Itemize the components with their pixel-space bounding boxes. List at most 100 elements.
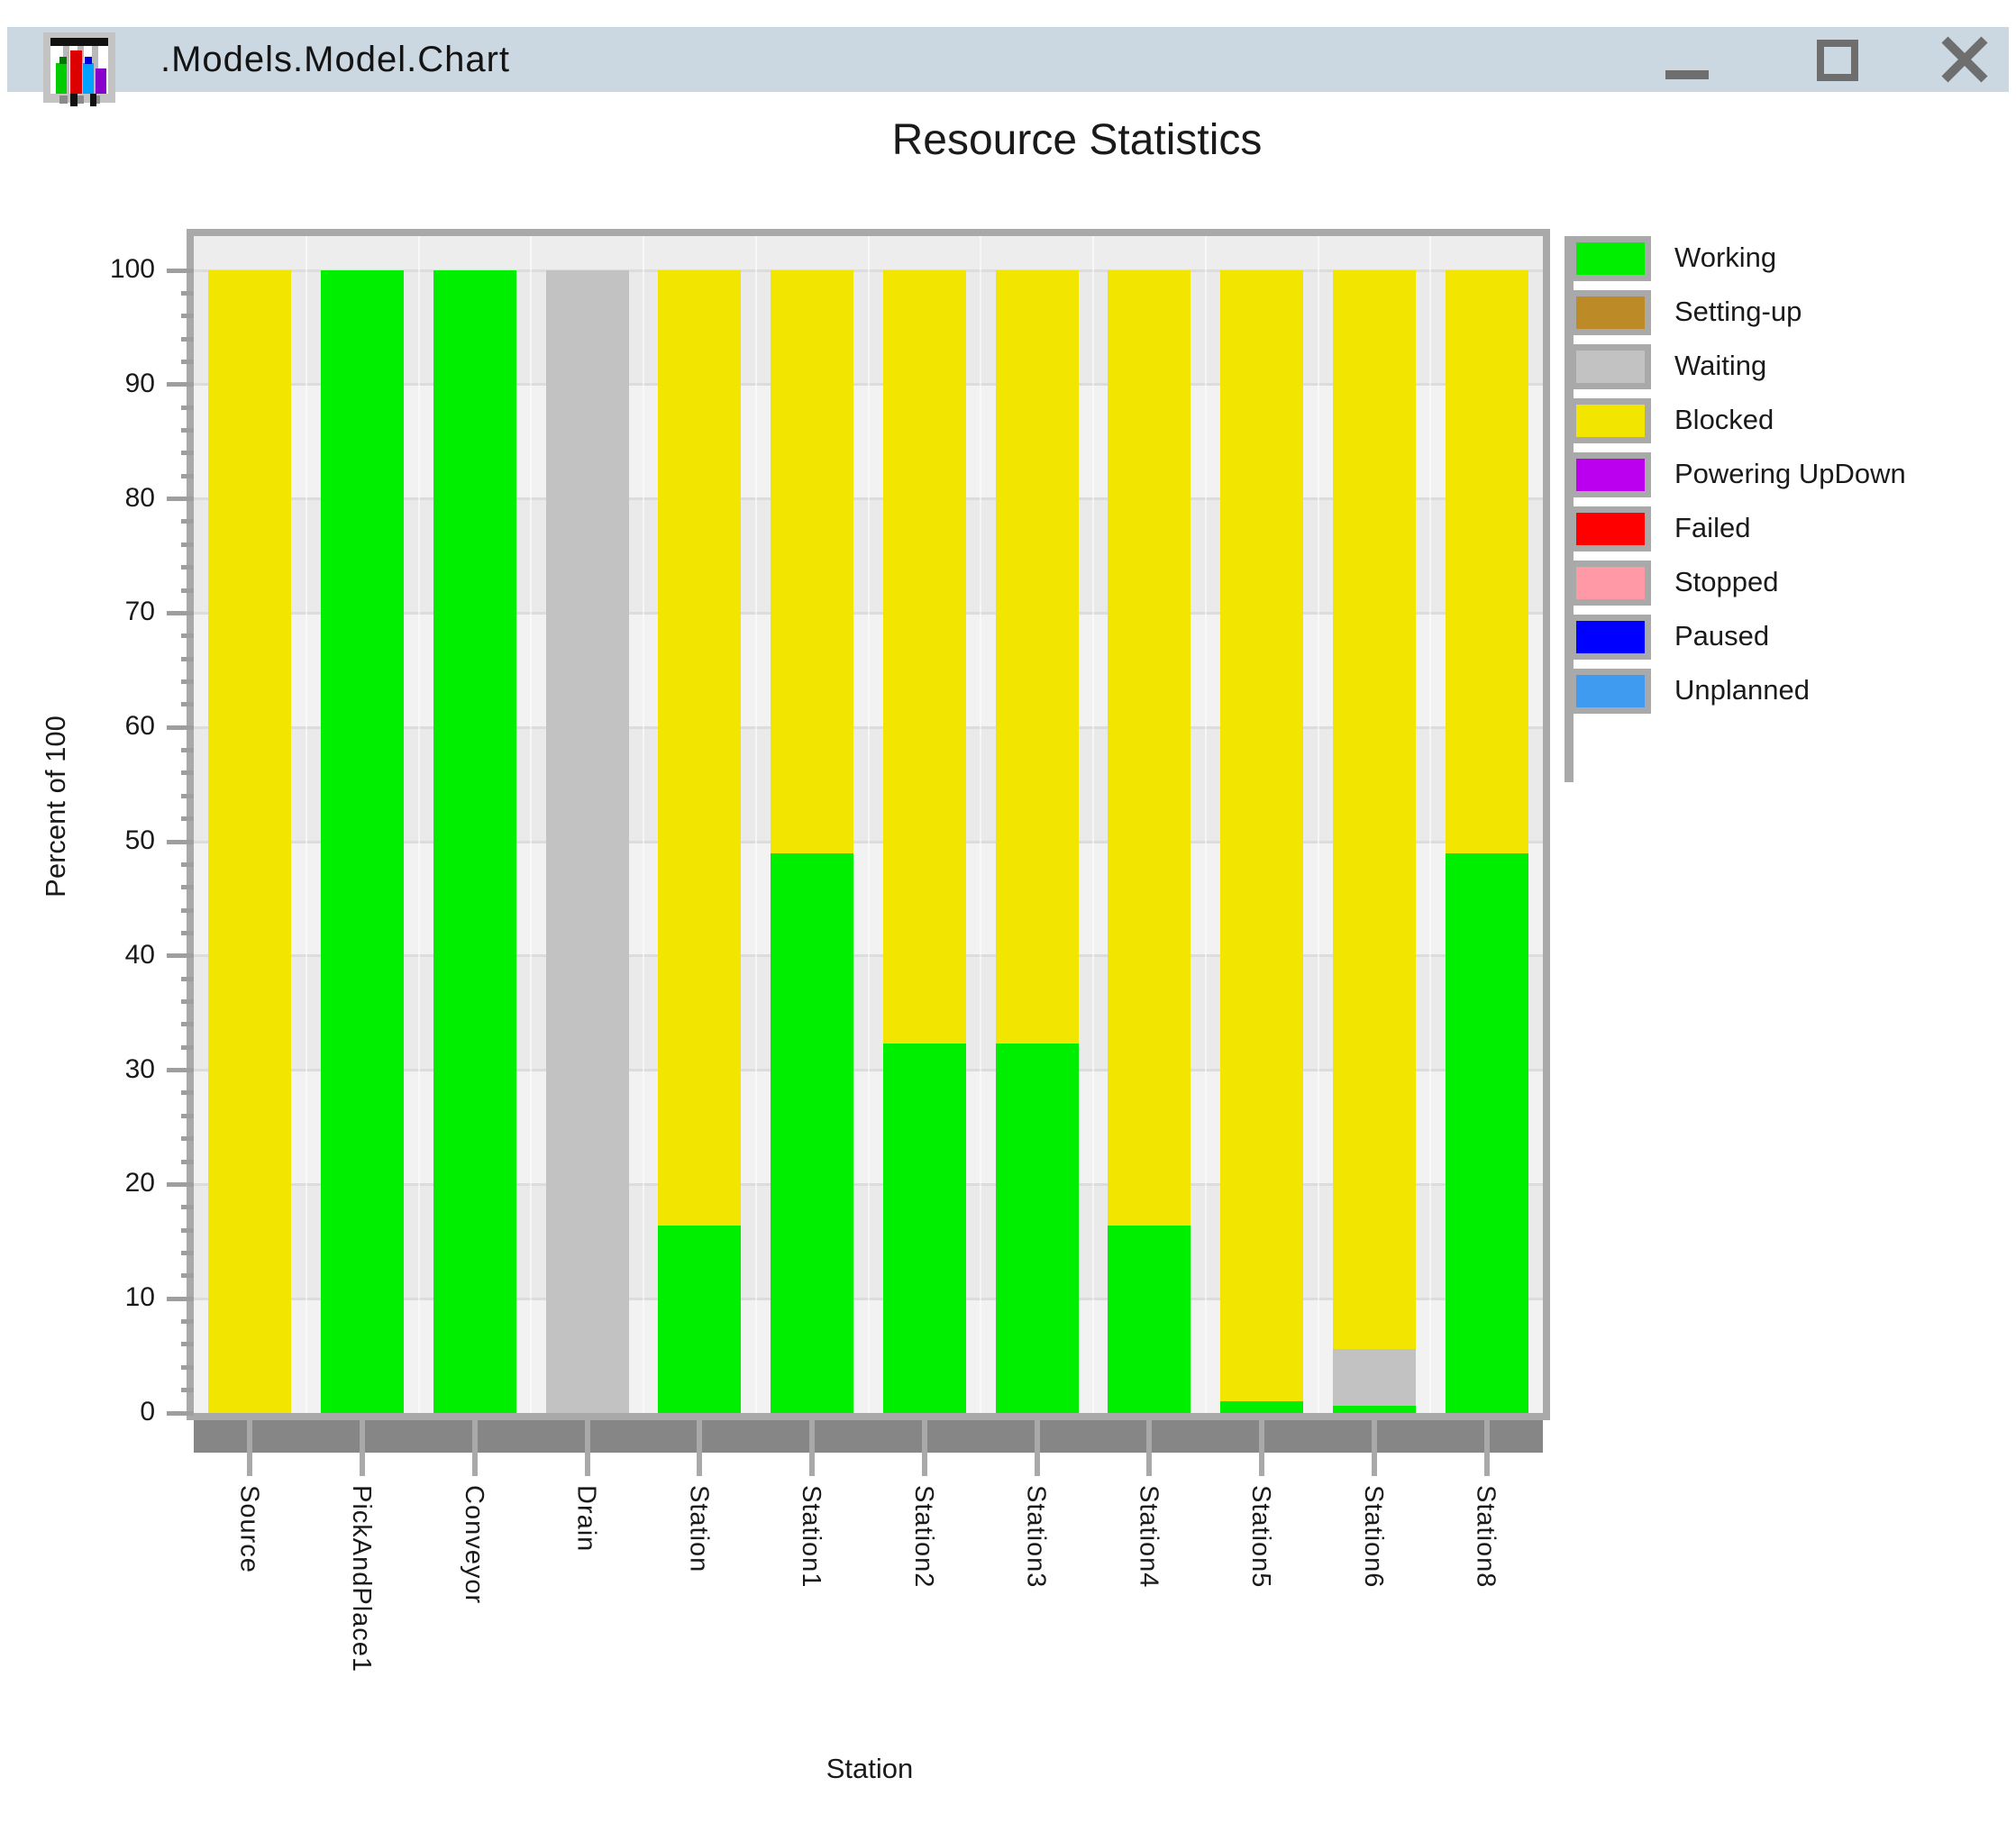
bar-segment-blocked	[1220, 270, 1304, 1402]
legend-label: Unplanned	[1674, 674, 1810, 706]
legend-swatch-waiting	[1570, 344, 1651, 389]
maximize-button[interactable]	[1817, 40, 1858, 81]
slot-separator	[1429, 236, 1432, 1413]
x-tick-label: Conveyor	[459, 1485, 488, 1605]
x-tick-label: Station3	[1021, 1485, 1051, 1589]
y-tick-label: 90	[124, 368, 155, 398]
y-minor-tick	[181, 565, 194, 570]
bar-segment-working	[995, 1044, 1079, 1413]
slot-separator	[867, 236, 870, 1413]
y-minor-tick	[181, 930, 194, 935]
y-major-tick	[167, 839, 194, 844]
y-minor-tick	[181, 1159, 194, 1164]
legend-swatch-failed	[1570, 506, 1651, 551]
y-minor-tick	[181, 1273, 194, 1279]
legend-frame-strip	[1564, 236, 1574, 782]
y-major-tick	[167, 725, 194, 730]
y-major-tick	[167, 610, 194, 615]
bar-segment-working	[1332, 1406, 1416, 1413]
y-minor-tick	[181, 885, 194, 890]
slot-separator	[1092, 236, 1094, 1413]
y-tick-label: 40	[124, 939, 155, 970]
bar-segment-blocked	[1445, 270, 1528, 853]
bar-segment-blocked	[1332, 270, 1416, 1349]
x-tick-label: Station5	[1246, 1485, 1276, 1589]
slot-separator	[754, 236, 757, 1413]
legend-label: Stopped	[1674, 566, 1779, 597]
y-minor-tick	[181, 793, 194, 798]
y-tick-label: 70	[124, 597, 155, 627]
y-minor-tick	[181, 588, 194, 593]
y-minor-tick	[181, 816, 194, 822]
bar-segment-working	[321, 270, 405, 1413]
y-minor-tick	[181, 290, 194, 296]
slot-separator	[1317, 236, 1319, 1413]
y-major-tick	[167, 1296, 194, 1301]
y-minor-tick	[181, 679, 194, 684]
y-minor-tick	[181, 428, 194, 433]
y-tick-label: 100	[109, 254, 155, 285]
x-tick-label: Station	[684, 1485, 714, 1573]
x-tick	[1371, 1420, 1377, 1476]
x-tick	[809, 1420, 816, 1476]
bar-segment-working	[771, 852, 854, 1413]
bar-segment-blocked	[882, 270, 966, 1044]
bar-segment-blocked	[658, 270, 742, 1226]
y-minor-tick	[181, 1090, 194, 1096]
x-tick	[697, 1420, 703, 1476]
y-minor-tick	[181, 1205, 194, 1210]
x-tick	[1034, 1420, 1040, 1476]
y-tick-label: 0	[140, 1397, 155, 1426]
y-tick-label: 80	[124, 482, 155, 513]
y-tick-label: 30	[124, 1053, 155, 1084]
y-minor-tick	[181, 861, 194, 867]
legend-label: Working	[1674, 242, 1777, 273]
y-minor-tick	[181, 656, 194, 661]
x-tick	[1259, 1420, 1265, 1476]
y-minor-tick	[181, 473, 194, 479]
y-major-tick	[167, 268, 194, 273]
minimize-button[interactable]	[1665, 70, 1709, 79]
y-minor-tick	[181, 976, 194, 981]
bar-segment-working	[1220, 1401, 1304, 1413]
y-tick-label: 60	[124, 711, 155, 742]
y-minor-tick	[181, 1388, 194, 1393]
y-minor-tick	[181, 542, 194, 547]
legend-swatch-stopped	[1570, 561, 1651, 606]
slot-separator	[1204, 236, 1207, 1413]
x-tick	[471, 1420, 478, 1476]
y-minor-tick	[181, 748, 194, 753]
x-tick	[247, 1420, 253, 1476]
bar-segment-blocked	[1108, 270, 1191, 1226]
y-major-tick	[167, 953, 194, 959]
legend-label: Powering UpDown	[1674, 458, 1906, 489]
y-minor-tick	[181, 314, 194, 319]
y-minor-tick	[181, 1319, 194, 1325]
y-minor-tick	[181, 999, 194, 1005]
y-minor-tick	[181, 405, 194, 410]
bar-chart-window-icon	[43, 32, 115, 106]
x-tick-label: Station1	[797, 1485, 826, 1589]
y-minor-tick	[181, 1044, 194, 1050]
window-titlebar[interactable]: .Models.Model.Chart	[7, 27, 2009, 106]
x-tick-label: Station2	[908, 1485, 938, 1589]
y-minor-tick	[181, 359, 194, 364]
x-tick-label: Drain	[571, 1485, 601, 1553]
bar-segment-working	[1108, 1226, 1191, 1413]
chart-title: Resource Statistics	[891, 116, 1263, 164]
close-button[interactable]	[1941, 36, 1988, 83]
x-tick	[1483, 1420, 1490, 1476]
legend-label: Blocked	[1674, 404, 1774, 435]
legend-swatch-working	[1570, 236, 1651, 281]
y-tick-label: 10	[124, 1282, 155, 1313]
slot-separator	[530, 236, 533, 1413]
x-tick	[360, 1420, 366, 1476]
y-minor-tick	[181, 770, 194, 776]
bar-segment-waiting	[545, 270, 629, 1413]
bar-segment-waiting	[1332, 1348, 1416, 1407]
legend-label: Waiting	[1674, 350, 1767, 381]
x-tick-label: Station6	[1358, 1485, 1388, 1589]
y-minor-tick	[181, 1022, 194, 1027]
legend-swatch-powering-updown	[1570, 452, 1651, 497]
y-major-tick	[167, 1410, 194, 1416]
